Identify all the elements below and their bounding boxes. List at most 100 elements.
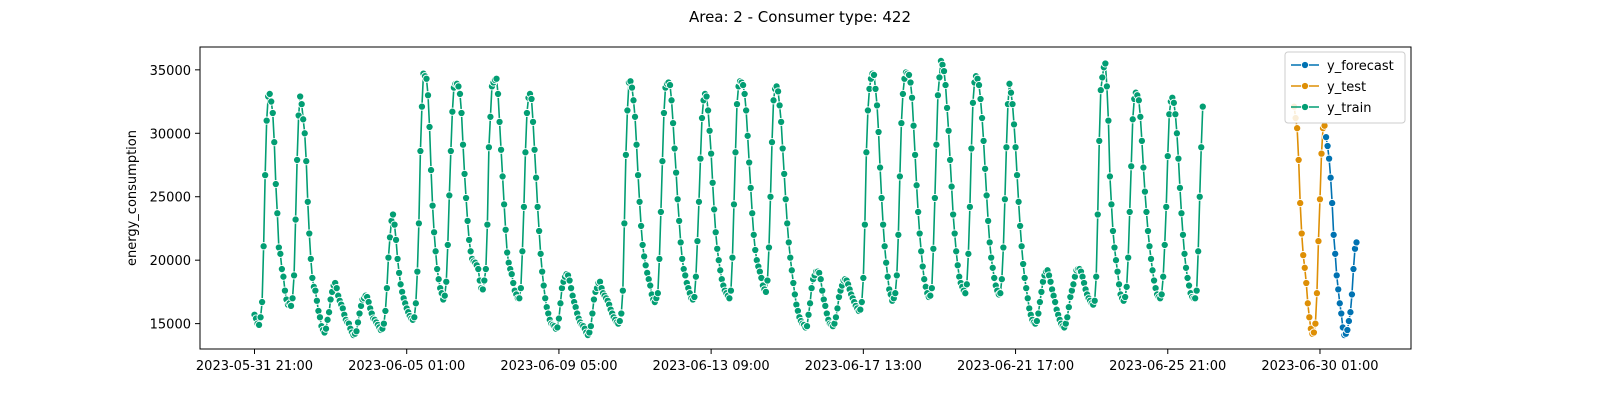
data-point — [965, 202, 974, 211]
data-point — [532, 173, 541, 182]
data-point — [1331, 249, 1340, 258]
data-point — [912, 181, 921, 190]
data-point — [804, 310, 813, 319]
plot-area — [250, 56, 1361, 340]
data-point — [915, 229, 924, 238]
data-point — [519, 202, 528, 211]
data-point — [874, 127, 883, 137]
data-point — [641, 261, 650, 270]
data-point — [943, 103, 952, 112]
data-point — [947, 182, 956, 191]
data-point — [1011, 143, 1020, 152]
legend-label: y_forecast — [1327, 59, 1394, 74]
data-point — [1104, 116, 1113, 125]
data-point — [974, 81, 984, 90]
data-point — [588, 309, 597, 318]
data-point — [935, 73, 944, 82]
data-point — [920, 275, 929, 284]
data-point — [939, 67, 949, 76]
data-point — [1146, 254, 1156, 263]
data-point — [493, 89, 503, 98]
data-point — [1037, 287, 1046, 296]
data-point — [927, 284, 936, 293]
data-point — [987, 253, 996, 262]
data-point — [535, 226, 544, 236]
data-point — [422, 74, 431, 83]
data-point — [1107, 200, 1116, 209]
data-point — [516, 284, 525, 293]
data-point — [1022, 284, 1031, 293]
data-point — [325, 308, 334, 317]
legend-item: y_test — [1291, 80, 1366, 95]
data-point — [879, 220, 888, 229]
x-axis: 2023-05-31 21:00 2023-06-05 01:00 2023-06-… — [196, 349, 1379, 374]
data-point — [1102, 82, 1111, 91]
data-point — [1303, 299, 1312, 308]
data-point — [286, 301, 296, 310]
data-point — [1115, 280, 1124, 289]
data-point — [1178, 230, 1188, 239]
data-point — [293, 155, 302, 164]
data-point — [381, 306, 390, 315]
data-point — [276, 249, 285, 258]
data-point — [775, 101, 784, 110]
data-point — [1343, 325, 1352, 335]
data-point — [303, 197, 312, 206]
data-point — [465, 235, 474, 244]
data-point — [495, 117, 504, 126]
data-point — [914, 207, 923, 217]
data-point — [1299, 251, 1308, 260]
data-point — [1000, 195, 1009, 204]
data-point — [1314, 237, 1323, 246]
data-point — [729, 200, 739, 209]
data-point — [876, 163, 885, 172]
data-point — [856, 305, 865, 314]
data-point — [1113, 267, 1122, 276]
data-point — [895, 172, 904, 181]
data-point — [1195, 192, 1204, 201]
data-point — [321, 324, 331, 333]
data-point — [1122, 282, 1131, 291]
data-point — [653, 289, 662, 298]
data-point — [1174, 154, 1183, 163]
legend-marker — [1300, 60, 1310, 70]
data-point — [1005, 79, 1014, 88]
data-point — [999, 243, 1008, 252]
data-point — [518, 247, 527, 256]
data-point — [740, 89, 749, 98]
data-point — [623, 106, 632, 115]
data-point — [764, 243, 774, 252]
data-point — [783, 219, 792, 228]
data-point — [1090, 296, 1099, 305]
data-point — [950, 229, 959, 238]
data-point — [862, 148, 871, 157]
data-point — [985, 238, 994, 247]
data-point — [1169, 98, 1178, 107]
data-point — [871, 84, 880, 93]
data-point — [952, 247, 961, 256]
data-point — [918, 262, 927, 271]
data-point — [697, 114, 707, 123]
data-point — [315, 313, 325, 322]
data-point — [277, 265, 286, 274]
x-tick-label: 2023-06-30 01:00 — [1261, 359, 1378, 374]
data-point — [1108, 226, 1118, 236]
data-point — [297, 100, 306, 109]
data-point — [988, 263, 997, 272]
data-point — [296, 92, 305, 101]
data-point — [894, 230, 903, 239]
data-point — [1016, 221, 1025, 230]
data-point — [746, 183, 755, 192]
data-point — [430, 228, 439, 237]
data-point — [466, 247, 475, 256]
data-point — [860, 220, 869, 229]
data-point — [391, 235, 401, 244]
data-point — [1328, 199, 1337, 208]
series-y-train — [250, 56, 1207, 340]
data-point — [831, 313, 840, 322]
data-point — [1171, 110, 1180, 119]
data-point — [669, 119, 678, 128]
data-point — [1294, 155, 1303, 164]
data-point — [1111, 256, 1121, 265]
data-point — [1311, 319, 1320, 328]
